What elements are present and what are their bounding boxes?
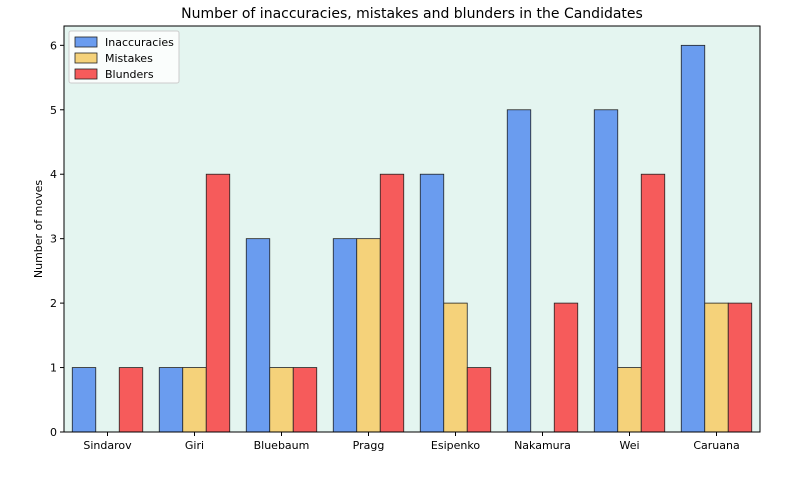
bar-blunders-caruana: [727, 302, 753, 433]
bar-mistakes-bluebaum: [269, 367, 294, 433]
bar-blunders-esipenko: [466, 367, 492, 433]
x-tick-label: Giri: [185, 439, 204, 452]
bar-mistakes-pragg: [356, 238, 381, 433]
legend-swatch: [74, 52, 98, 64]
legend-label: Blunders: [105, 68, 154, 81]
bar-blunders-sindarov: [118, 367, 144, 433]
plot-frame: [63, 25, 761, 433]
chart-title: Number of inaccuracies, mistakes and blu…: [181, 6, 643, 22]
bar-inaccuracies-giri: [158, 367, 184, 433]
plot-area: 0 1 2 3 4 5 6 Sindarov Giri Bluebaum Pragg Esipenko…: [50, 25, 761, 452]
x-tick-label: Esipenko: [431, 439, 480, 452]
legend: Inaccuracies Mistakes Blunders: [68, 30, 180, 84]
bar-mistakes-wei: [617, 367, 642, 433]
bar-blunders-giri: [205, 173, 231, 433]
bar-blunders-bluebaum: [292, 367, 318, 433]
y-axis-label: Number of moves: [32, 180, 45, 279]
legend-label: Mistakes: [105, 52, 153, 65]
bar-blunders-pragg: [379, 173, 405, 433]
y-tick-label: 1: [50, 362, 57, 375]
y-tick-label: 5: [50, 104, 57, 117]
bar-inaccuracies-esipenko: [419, 173, 445, 433]
x-tick-label: Caruana: [693, 439, 739, 452]
y-tick-label: 4: [50, 168, 57, 181]
bar-blunders-wei: [640, 173, 666, 433]
bar-mistakes-giri: [182, 367, 207, 433]
legend-label: Inaccuracies: [105, 36, 174, 49]
bar-inaccuracies-sindarov: [71, 367, 97, 433]
x-tick-label: Sindarov: [83, 439, 132, 452]
bar-blunders-nakamura: [553, 302, 579, 433]
bar-inaccuracies-bluebaum: [245, 238, 271, 433]
y-tick-label: 0: [50, 426, 57, 439]
x-tick-label: Wei: [619, 439, 639, 452]
legend-swatch: [74, 68, 98, 80]
y-tick-label: 2: [50, 297, 57, 310]
bar-inaccuracies-caruana: [680, 44, 706, 433]
legend-swatch: [74, 36, 98, 48]
y-tick-label: 6: [50, 39, 57, 52]
x-tick-label: Bluebaum: [254, 439, 310, 452]
bar-inaccuracies-nakamura: [506, 109, 532, 433]
x-tick-label: Nakamura: [514, 439, 571, 452]
bar-inaccuracies-pragg: [332, 238, 358, 433]
x-tick-label: Pragg: [353, 439, 385, 452]
y-tick-label: 3: [50, 233, 57, 246]
bar-inaccuracies-wei: [593, 109, 619, 433]
bar-mistakes-caruana: [704, 302, 729, 433]
bar-mistakes-esipenko: [443, 302, 468, 433]
